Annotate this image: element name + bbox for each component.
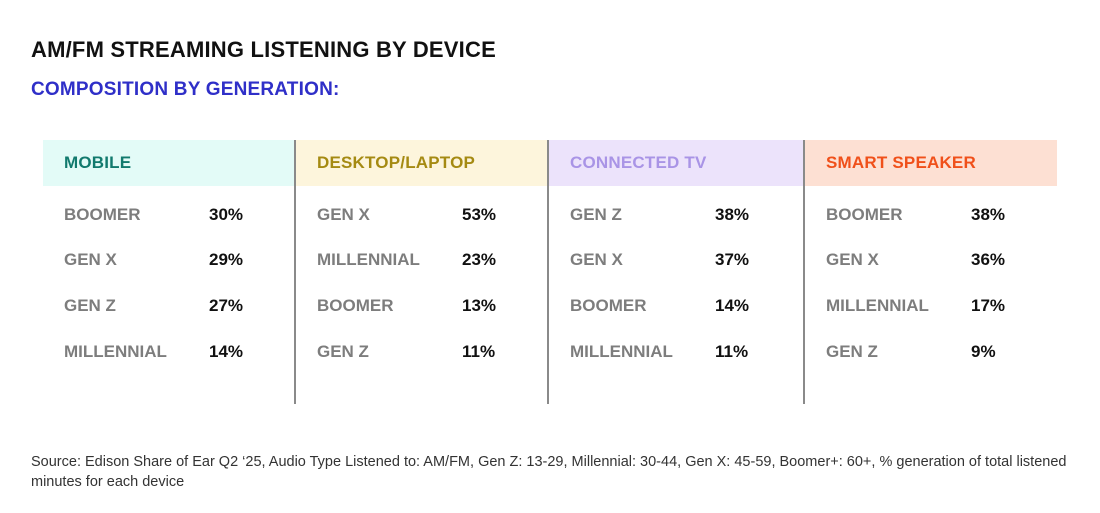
generation-label: BOOMER xyxy=(826,205,903,224)
table-row: MILLENNIAL 14% xyxy=(43,342,294,366)
table-row: BOOMER 38% xyxy=(805,205,1057,229)
generation-label: GEN X xyxy=(826,250,879,269)
table-row: BOOMER 30% xyxy=(43,205,294,229)
percentage-value: 23% xyxy=(462,250,497,269)
table-row: MILLENNIAL 23% xyxy=(296,250,547,274)
panel-divider xyxy=(803,140,805,404)
percentage-value: 11% xyxy=(715,342,749,361)
table-row: GEN Z 9% xyxy=(805,342,1057,366)
generation-label: GEN X xyxy=(317,205,370,224)
panel-divider xyxy=(294,140,296,404)
percentage-value: 38% xyxy=(971,205,1006,224)
generation-label: BOOMER xyxy=(570,296,647,315)
generation-label: GEN Z xyxy=(64,296,116,315)
percentage-value: 17% xyxy=(971,296,1006,315)
generation-label: BOOMER xyxy=(64,205,141,224)
source-note: Source: Edison Share of Ear Q2 ‘25, Audi… xyxy=(31,454,1067,490)
percentage-value: 14% xyxy=(209,342,244,361)
table-row: MILLENNIAL 17% xyxy=(805,296,1057,320)
generation-label: GEN Z xyxy=(317,342,369,361)
generation-label: MILLENNIAL xyxy=(570,342,673,361)
generation-label: GEN Z xyxy=(826,342,878,361)
percentage-value: 14% xyxy=(715,296,750,315)
panel-connected-tv: CONNECTED TV GEN Z 38% GEN X 37% BOOMER 14% MIL… xyxy=(549,140,803,404)
percentage-value: 27% xyxy=(209,296,244,315)
table-row: GEN Z 27% xyxy=(43,296,294,320)
chart-title: AM/FM STREAMING LISTENING BY DEVICE xyxy=(31,37,496,62)
generation-label: GEN X xyxy=(570,250,623,269)
percentage-value: 37% xyxy=(715,250,750,269)
chart-subtitle: COMPOSITION BY GENERATION: xyxy=(31,79,340,100)
generation-label: MILLENNIAL xyxy=(826,296,929,315)
percentage-value: 30% xyxy=(209,205,244,224)
table-row: GEN Z 11% xyxy=(296,342,547,366)
percentage-value: 9% xyxy=(971,342,996,361)
panel-header: CONNECTED TV xyxy=(549,140,803,186)
panel-header: MOBILE xyxy=(43,140,294,186)
percentage-value: 11% xyxy=(462,342,496,361)
table-row: GEN Z 38% xyxy=(549,205,803,229)
panel-mobile: MOBILE BOOMER 30% GEN X 29% GEN Z 27% MILLENNIA… xyxy=(43,140,294,404)
table-row: GEN X 37% xyxy=(549,250,803,274)
table-row: GEN X 36% xyxy=(805,250,1057,274)
percentage-value: 13% xyxy=(462,296,497,315)
panel-desktop-laptop: DESKTOP/LAPTOP GEN X 53% MILLENNIAL 23% BOOME… xyxy=(296,140,547,404)
percentage-value: 29% xyxy=(209,250,244,269)
table-row: GEN X 29% xyxy=(43,250,294,274)
generation-label: GEN X xyxy=(64,250,117,269)
panel-header: DESKTOP/LAPTOP xyxy=(296,140,547,186)
table-row: GEN X 53% xyxy=(296,205,547,229)
generation-label: MILLENNIAL xyxy=(317,250,420,269)
panel-header: SMART SPEAKER xyxy=(805,140,1057,186)
percentage-value: 53% xyxy=(462,205,497,224)
percentage-value: 36% xyxy=(971,250,1006,269)
generation-label: GEN Z xyxy=(570,205,622,224)
table-row: BOOMER 14% xyxy=(549,296,803,320)
table-row: BOOMER 13% xyxy=(296,296,547,320)
percentage-value: 38% xyxy=(715,205,750,224)
panel-divider xyxy=(547,140,549,404)
table-row: MILLENNIAL 11% xyxy=(549,342,803,366)
generation-label: MILLENNIAL xyxy=(64,342,167,361)
generation-label: BOOMER xyxy=(317,296,394,315)
device-panels: MOBILE BOOMER 30% GEN X 29% GEN Z 27% MILLENNIA… xyxy=(43,140,1057,404)
panel-smart-speaker: SMART SPEAKER BOOMER 38% GEN X 36% MILLENNIAL… xyxy=(805,140,1057,404)
